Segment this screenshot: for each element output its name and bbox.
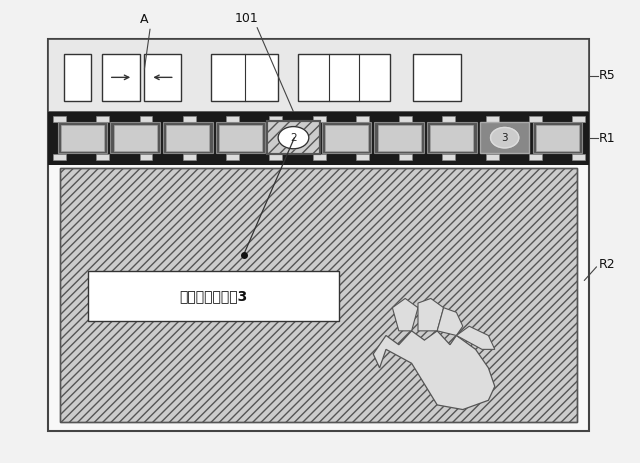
Bar [442, 116, 455, 122]
Bar [321, 122, 371, 153]
Bar [53, 154, 66, 160]
Bar [88, 271, 339, 321]
Polygon shape [437, 308, 463, 336]
Text: 2: 2 [290, 133, 297, 143]
Bar [374, 122, 424, 153]
Polygon shape [373, 331, 495, 410]
Bar [226, 116, 239, 122]
Bar [140, 116, 152, 122]
Bar [480, 122, 529, 153]
Bar [486, 116, 499, 122]
Text: R5: R5 [598, 69, 615, 82]
Bar [267, 121, 320, 154]
Bar [110, 122, 160, 153]
Bar [48, 112, 589, 164]
Bar [183, 154, 196, 160]
Text: 基点コンテンツ3: 基点コンテンツ3 [179, 289, 248, 303]
Bar [356, 116, 369, 122]
Bar [313, 116, 326, 122]
Bar [140, 154, 152, 160]
Bar [219, 125, 262, 150]
Bar [324, 125, 368, 150]
Text: A: A [140, 13, 148, 26]
Bar [48, 39, 589, 112]
Bar [536, 125, 579, 150]
Bar [61, 125, 104, 150]
Text: R2: R2 [598, 258, 615, 271]
Bar [58, 122, 107, 153]
Bar [356, 154, 369, 160]
Bar [102, 54, 140, 101]
Bar [211, 54, 278, 101]
Bar [313, 154, 326, 160]
Bar [48, 39, 589, 431]
Text: R1: R1 [598, 131, 615, 144]
Text: 3: 3 [501, 133, 508, 143]
Bar [64, 54, 91, 101]
Bar [572, 154, 585, 160]
Bar [486, 154, 499, 160]
Bar [399, 154, 412, 160]
Bar [163, 122, 212, 153]
Bar [60, 168, 577, 422]
Bar [572, 116, 585, 122]
Bar [428, 122, 477, 153]
Polygon shape [418, 299, 444, 331]
Bar [378, 125, 420, 150]
Bar [216, 122, 266, 153]
Bar [269, 116, 282, 122]
Bar [442, 154, 455, 160]
Bar [399, 116, 412, 122]
Text: 101: 101 [234, 12, 259, 25]
Circle shape [491, 127, 519, 148]
Bar [529, 154, 542, 160]
Bar [532, 122, 582, 153]
Bar [53, 116, 66, 122]
Bar [529, 116, 542, 122]
Bar [267, 121, 320, 154]
Bar [60, 168, 577, 422]
Bar [166, 125, 209, 150]
Bar [413, 54, 461, 101]
Bar [97, 116, 109, 122]
Bar [298, 54, 390, 101]
Circle shape [278, 126, 309, 149]
Bar [226, 154, 239, 160]
Polygon shape [392, 299, 418, 331]
Bar [97, 154, 109, 160]
Bar [183, 116, 196, 122]
Bar [144, 54, 181, 101]
Bar [114, 125, 157, 150]
Bar [269, 154, 282, 160]
Polygon shape [456, 326, 495, 350]
Bar [430, 125, 474, 150]
